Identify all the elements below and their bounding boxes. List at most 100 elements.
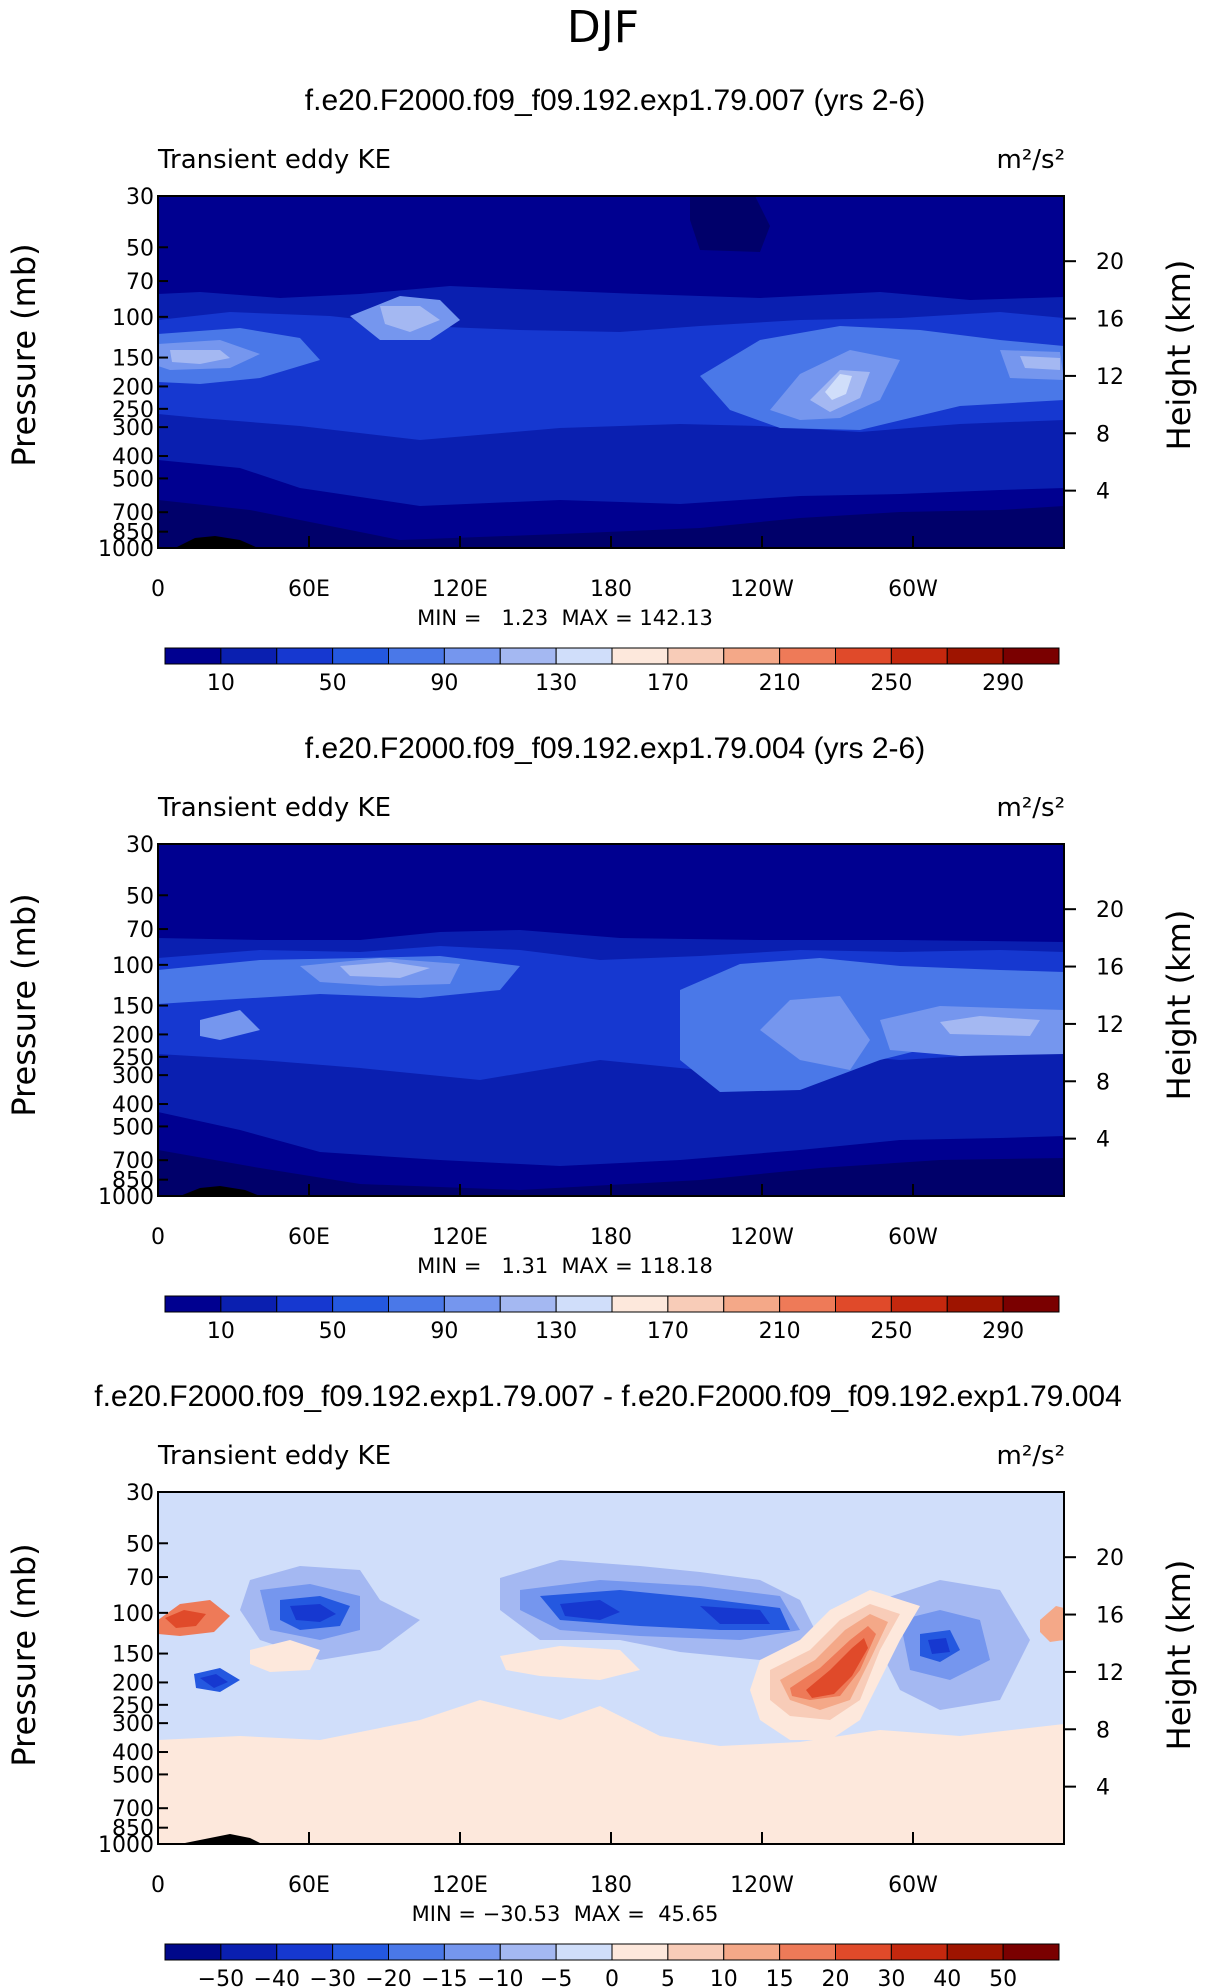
colorbar-label: 170 bbox=[647, 671, 689, 696]
colorbar-label: 10 bbox=[710, 1967, 738, 1987]
colorbar-swatch bbox=[667, 1295, 725, 1313]
ytick-label: 50 bbox=[126, 884, 154, 909]
colorbar-label: −30 bbox=[309, 1967, 355, 1987]
panel-1-title: f.e20.F2000.f09_f09.192.exp1.79.007 (yrs… bbox=[305, 84, 925, 117]
ytick-label: 150 bbox=[112, 995, 154, 1020]
ytick-label: 850 bbox=[112, 1817, 154, 1842]
colorbar-label: −40 bbox=[254, 1967, 300, 1987]
xtick-label: 120E bbox=[432, 577, 488, 602]
ytick-label: 300 bbox=[112, 1064, 154, 1089]
colorbar-swatch bbox=[779, 647, 836, 665]
panel-1-units: m²/s² bbox=[997, 145, 1065, 175]
xtick-label: 0 bbox=[151, 577, 165, 602]
colorbar-swatch bbox=[779, 1943, 836, 1961]
colorbar-swatch bbox=[611, 647, 669, 665]
panel-1-contour-core bbox=[825, 374, 852, 400]
panel-1-contour-top-min bbox=[690, 196, 770, 252]
ytick-label: 250 bbox=[112, 1694, 154, 1719]
ytick-label: 250 bbox=[112, 1046, 154, 1071]
colorbar-label: 50 bbox=[989, 1967, 1017, 1987]
y2tick-label: 4 bbox=[1096, 480, 1110, 505]
panel-1-contour-surface bbox=[158, 500, 1064, 548]
panel-3-contour-surface-band bbox=[158, 1770, 1064, 1844]
colorbar-label: 20 bbox=[822, 1967, 850, 1987]
panel-2-colorbar: 10 50 90 130 170 210 250 290 bbox=[164, 1295, 1060, 1344]
ytick-label: 1000 bbox=[98, 1185, 154, 1210]
xtick-label: 120E bbox=[432, 1225, 488, 1250]
ytick-label: 400 bbox=[112, 1741, 154, 1766]
colorbar-swatch bbox=[276, 1295, 334, 1313]
colorbar-swatch bbox=[890, 647, 948, 665]
panel-2-ylabel: Pressure (mb) bbox=[5, 893, 43, 1116]
panel-3-contour-pos-jet-core bbox=[806, 1638, 868, 1698]
colorbar-swatch bbox=[946, 1295, 1004, 1313]
colorbar-swatch bbox=[835, 1943, 892, 1961]
colorbar-swatch bbox=[723, 1943, 781, 1961]
ytick-label: 30 bbox=[126, 833, 154, 858]
colorbar-swatch bbox=[499, 647, 557, 665]
ytick-label: 250 bbox=[112, 398, 154, 423]
colorbar-swatch bbox=[388, 647, 445, 665]
panel-3-ylabel: Pressure (mb) bbox=[5, 1543, 43, 1766]
colorbar-label: −50 bbox=[198, 1967, 244, 1987]
panel-2-stats: MIN = 1.31 MAX = 118.18 bbox=[417, 1254, 713, 1278]
panel-2-contour-surface bbox=[158, 1150, 1064, 1196]
panel-2-units: m²/s² bbox=[997, 793, 1065, 823]
colorbar-label: 5 bbox=[661, 1967, 675, 1987]
ytick-label: 100 bbox=[112, 1602, 154, 1627]
panel-3-contour-neg-mid bbox=[260, 1580, 990, 1680]
y2tick-label: 12 bbox=[1096, 1661, 1124, 1686]
ytick-label: 50 bbox=[126, 1532, 154, 1557]
colorbar-swatch bbox=[890, 1295, 948, 1313]
colorbar-label: 170 bbox=[647, 1319, 689, 1344]
colorbar-label: 10 bbox=[207, 671, 235, 696]
colorbar-swatch bbox=[276, 1943, 334, 1961]
y2tick-label: 8 bbox=[1096, 1718, 1110, 1743]
ytick-label: 1000 bbox=[98, 537, 154, 562]
ytick-label: 100 bbox=[112, 954, 154, 979]
colorbar-label: −10 bbox=[477, 1967, 523, 1987]
panel-3-topography bbox=[180, 1834, 262, 1844]
ytick-label: 30 bbox=[126, 1481, 154, 1506]
xtick-label: 60W bbox=[888, 577, 938, 602]
panel-3-contour-pos-jet-4 bbox=[790, 1626, 876, 1700]
panel-3-contour-pos-mid-west bbox=[250, 1640, 640, 1680]
colorbar-swatch bbox=[443, 1943, 501, 1961]
colorbar-swatch bbox=[667, 647, 725, 665]
colorbar-label: 90 bbox=[430, 1319, 458, 1344]
colorbar-swatch bbox=[332, 647, 389, 665]
xtick-label: 60W bbox=[888, 1225, 938, 1250]
y2tick-label: 8 bbox=[1096, 1070, 1110, 1095]
colorbar-label: 250 bbox=[870, 671, 912, 696]
ytick-label: 200 bbox=[112, 1671, 154, 1696]
y2tick-label: 12 bbox=[1096, 1013, 1124, 1038]
colorbar-label: 290 bbox=[982, 1319, 1024, 1344]
panel-2-y2label: Height (km) bbox=[1160, 910, 1198, 1101]
ytick-label: 300 bbox=[112, 416, 154, 441]
colorbar-swatch bbox=[555, 647, 613, 665]
colorbar-label: −15 bbox=[421, 1967, 467, 1987]
y2tick-label: 4 bbox=[1096, 1776, 1110, 1801]
xtick-label: 60E bbox=[288, 577, 330, 602]
colorbar-swatch bbox=[946, 647, 1004, 665]
colorbar-swatch bbox=[835, 647, 892, 665]
ytick-label: 850 bbox=[112, 1169, 154, 1194]
y2tick-label: 20 bbox=[1096, 898, 1124, 923]
ytick-label: 700 bbox=[112, 1149, 154, 1174]
ytick-label: 30 bbox=[126, 185, 154, 210]
ytick-label: 400 bbox=[112, 445, 154, 470]
colorbar-swatch bbox=[332, 1295, 389, 1313]
colorbar-label: 290 bbox=[982, 671, 1024, 696]
panel-1-contour-upper bbox=[158, 196, 1064, 300]
xtick-label: 180 bbox=[590, 1873, 632, 1898]
colorbar-swatch bbox=[723, 1295, 781, 1313]
colorbar-swatch bbox=[443, 647, 501, 665]
colorbar-label: 210 bbox=[759, 671, 801, 696]
xtick-label: 120W bbox=[730, 577, 794, 602]
colorbar-swatch bbox=[555, 1943, 613, 1961]
panel-2-left-label: Transient eddy KE bbox=[157, 793, 391, 823]
colorbar-swatch bbox=[890, 1943, 948, 1961]
colorbar-label: 210 bbox=[759, 1319, 801, 1344]
